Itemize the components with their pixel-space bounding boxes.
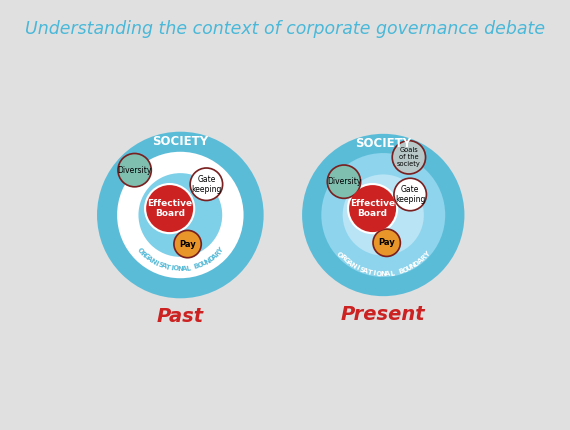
Text: Gate
keeping: Gate keeping: [191, 175, 222, 194]
Text: Diversity: Diversity: [117, 166, 152, 175]
Circle shape: [144, 183, 196, 234]
Text: L: L: [186, 265, 191, 271]
Text: G: G: [142, 252, 150, 261]
Text: A: A: [145, 255, 153, 263]
Text: G: G: [342, 257, 350, 265]
Circle shape: [97, 132, 264, 298]
Text: N: N: [380, 271, 386, 277]
Circle shape: [189, 167, 223, 201]
Circle shape: [117, 152, 243, 278]
Text: A: A: [345, 259, 353, 267]
Circle shape: [139, 173, 222, 257]
Text: N: N: [203, 257, 211, 265]
Circle shape: [327, 164, 361, 199]
Circle shape: [175, 231, 201, 257]
Text: I: I: [373, 270, 376, 276]
Text: B: B: [193, 263, 200, 270]
Circle shape: [393, 178, 428, 212]
Text: L: L: [389, 270, 395, 276]
Text: T: T: [367, 269, 373, 276]
Text: I: I: [170, 265, 174, 271]
Circle shape: [393, 141, 425, 173]
Text: O: O: [401, 266, 409, 273]
Text: S: S: [157, 261, 164, 269]
Text: O: O: [136, 247, 145, 255]
Text: Y: Y: [217, 247, 224, 255]
Text: S: S: [358, 266, 365, 273]
Text: O: O: [197, 261, 204, 269]
Circle shape: [146, 185, 193, 232]
Text: Y: Y: [423, 251, 431, 258]
Text: N: N: [149, 257, 157, 265]
Text: A: A: [385, 270, 390, 277]
Text: Pay: Pay: [378, 238, 395, 247]
Text: Goals
of the
society: Goals of the society: [397, 147, 421, 167]
Circle shape: [173, 230, 202, 258]
Text: Pay: Pay: [179, 240, 196, 249]
Text: N: N: [409, 262, 417, 270]
Text: T: T: [165, 264, 171, 271]
Circle shape: [349, 185, 396, 232]
Text: O: O: [335, 250, 344, 259]
Circle shape: [321, 153, 445, 277]
Text: N: N: [349, 262, 357, 270]
Text: Present: Present: [341, 304, 426, 324]
Text: I: I: [355, 264, 360, 271]
Circle shape: [347, 183, 398, 234]
Circle shape: [374, 230, 400, 255]
Circle shape: [395, 179, 426, 210]
Text: O: O: [376, 270, 382, 277]
Circle shape: [343, 175, 424, 255]
Circle shape: [119, 154, 150, 186]
Text: SOCIETY: SOCIETY: [152, 135, 209, 147]
Circle shape: [328, 166, 360, 197]
Text: U: U: [200, 259, 208, 267]
Circle shape: [392, 140, 426, 175]
Text: R: R: [139, 250, 147, 258]
Text: Effective
Board: Effective Board: [350, 199, 395, 218]
Circle shape: [302, 134, 465, 296]
Text: Effective
Board: Effective Board: [147, 199, 192, 218]
Circle shape: [372, 228, 401, 257]
Text: D: D: [207, 255, 215, 263]
Text: I: I: [154, 260, 159, 267]
Text: Past: Past: [157, 307, 204, 326]
Text: B: B: [397, 267, 404, 275]
Text: A: A: [181, 265, 188, 272]
Text: A: A: [210, 253, 218, 261]
Circle shape: [117, 153, 152, 187]
Text: Diversity: Diversity: [327, 177, 361, 186]
Circle shape: [191, 169, 222, 200]
Text: A: A: [417, 257, 425, 264]
Text: A: A: [161, 263, 168, 270]
Text: R: R: [420, 254, 428, 262]
Text: A: A: [362, 267, 369, 275]
Text: U: U: [405, 264, 413, 272]
Text: Understanding the context of corporate governance debate: Understanding the context of corporate g…: [25, 20, 545, 38]
Text: R: R: [213, 250, 222, 258]
Text: N: N: [177, 266, 184, 272]
Text: O: O: [173, 265, 180, 272]
Text: R: R: [339, 254, 347, 262]
Text: SOCIETY: SOCIETY: [355, 137, 412, 150]
Text: D: D: [413, 259, 421, 267]
Text: Gate
keeping: Gate keeping: [395, 185, 425, 204]
